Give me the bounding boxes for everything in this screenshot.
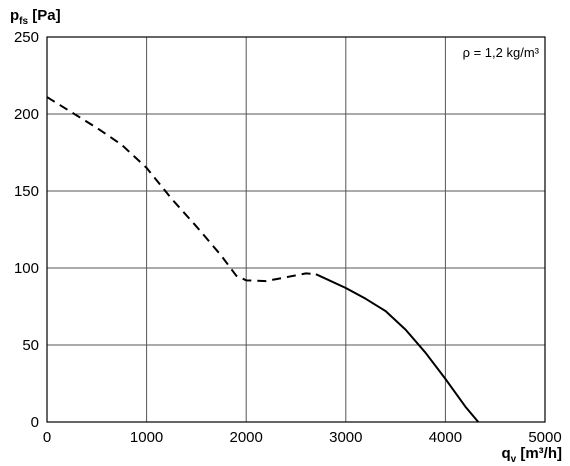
y-axis-title: pfs [Pa] xyxy=(10,7,61,27)
y-axis-unit: [Pa] xyxy=(28,7,61,24)
x-tick-label: 3000 xyxy=(329,429,362,446)
y-tick-label: 50 xyxy=(22,337,39,354)
x-tick-label: 5000 xyxy=(528,429,561,446)
x-tick-label: 4000 xyxy=(429,429,462,446)
x-tick-label: 0 xyxy=(43,429,51,446)
x-tick-label: 1000 xyxy=(130,429,163,446)
y-tick-label: 150 xyxy=(14,183,39,200)
series-line-solid xyxy=(315,273,480,423)
x-tick-labels: 0 1000 2000 3000 4000 5000 xyxy=(43,429,562,446)
series-line-dashed xyxy=(46,96,316,283)
plot-frame xyxy=(46,36,546,423)
x-axis-symbol: q xyxy=(501,445,510,462)
y-tick-label: 100 xyxy=(14,260,39,277)
air-density-annotation: ρ = 1,2 kg/m³ xyxy=(463,45,540,60)
y-tick-label: 250 xyxy=(14,29,39,46)
x-axis-title: qv [m³/h] xyxy=(501,445,562,465)
y-tick-label: 0 xyxy=(31,414,39,431)
grid xyxy=(46,36,546,423)
y-axis-subscript: fs xyxy=(19,16,28,27)
y-tick-label: 200 xyxy=(14,106,39,123)
x-axis-subscript: v xyxy=(511,454,517,465)
series-group xyxy=(46,96,480,423)
x-tick-label: 2000 xyxy=(230,429,263,446)
y-axis-symbol: p xyxy=(10,7,19,24)
x-axis-unit: [m³/h] xyxy=(516,445,562,462)
y-tick-labels: 0 50 100 150 200 250 xyxy=(14,29,39,431)
